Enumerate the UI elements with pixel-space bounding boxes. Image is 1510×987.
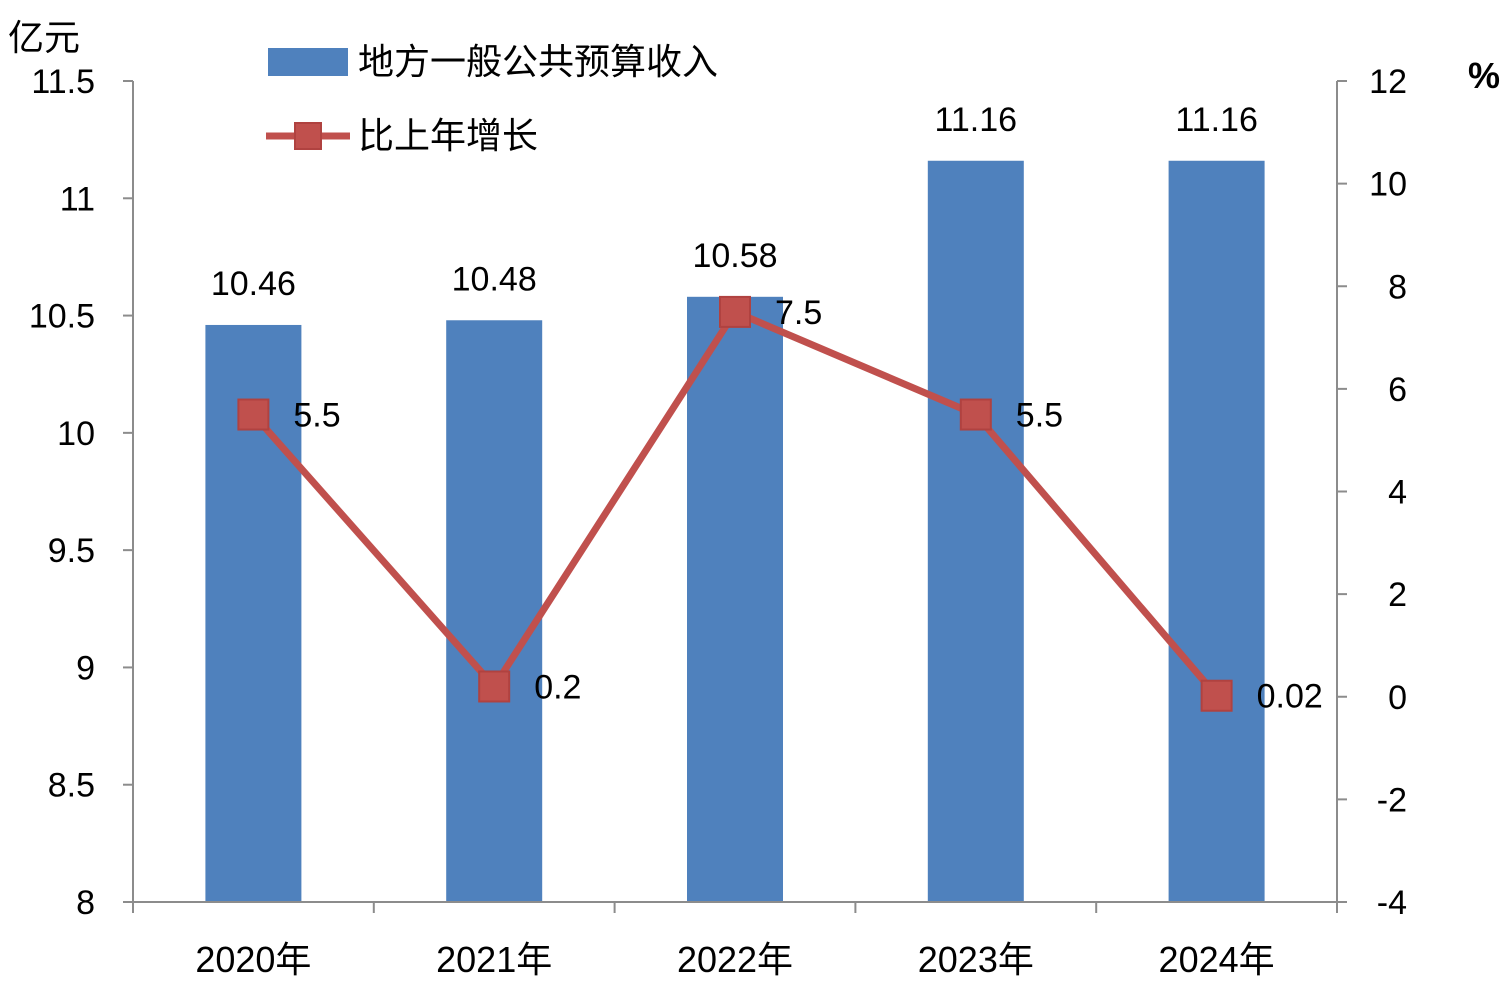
x-tick-label: 2021年 xyxy=(436,939,552,980)
growth-value-label: 5.5 xyxy=(293,397,340,435)
bar-value-label: 10.58 xyxy=(692,237,777,275)
bar-value-label: 11.16 xyxy=(1175,101,1258,139)
growth-marker xyxy=(237,398,270,431)
line-series xyxy=(237,295,1233,712)
right-tick-label: 8 xyxy=(1388,268,1407,306)
right-axis-unit: % xyxy=(1468,55,1500,96)
growth-value-label: 5.5 xyxy=(1016,397,1063,435)
bar-2024年 xyxy=(1168,160,1265,903)
growth-marker xyxy=(719,295,751,328)
left-tick-label: 11 xyxy=(60,180,95,218)
right-tick-label: 4 xyxy=(1388,474,1407,512)
left-tick-label: 8 xyxy=(76,884,95,922)
bar-value-label: 11.16 xyxy=(935,101,1018,139)
left-tick-label: 8.5 xyxy=(48,767,95,805)
bar-series xyxy=(205,160,1265,903)
growth-marker xyxy=(959,398,992,431)
right-tick-label: -4 xyxy=(1377,884,1407,922)
x-tick-label: 2022年 xyxy=(677,939,793,980)
axes: 8 8.5 9 9.5 10 10.5 11 11.5 -4 -2 0 2 4 6 8 10 12 2020年 20… xyxy=(29,63,1407,980)
right-tick-label: 12 xyxy=(1369,63,1407,101)
x-tick-label: 2020年 xyxy=(195,939,311,980)
bar-2023年 xyxy=(927,160,1024,903)
legend-line-marker xyxy=(294,122,322,150)
growth-value-label: 0.2 xyxy=(534,668,581,706)
bar-2021年 xyxy=(446,320,543,903)
left-tick-label: 10.5 xyxy=(29,298,95,336)
left-tick-label: 11.5 xyxy=(31,63,95,101)
bar-value-label: 10.46 xyxy=(211,265,296,303)
right-tick-label: 6 xyxy=(1388,371,1407,409)
growth-marker xyxy=(478,670,511,703)
x-tick-label: 2024年 xyxy=(1159,939,1275,980)
bar-value-label: 10.48 xyxy=(452,260,537,298)
left-tick-label: 10 xyxy=(57,415,95,453)
left-axis-unit: 亿元 xyxy=(8,17,80,58)
left-tick-label: 9 xyxy=(76,649,95,687)
legend-bar-label: 地方一般公共预算收入 xyxy=(358,41,718,82)
bar-2022年 xyxy=(687,296,783,902)
legend: 地方一般公共预算收入 比上年增长 xyxy=(266,41,718,156)
right-tick-label: 0 xyxy=(1388,679,1407,717)
data-labels: 10.46 10.48 10.58 11.16 11.16 5.5 0.2 7.5 5.5 0.0… xyxy=(211,101,1323,716)
x-tick-label: 2023年 xyxy=(918,939,1034,980)
right-tick-label: -2 xyxy=(1377,781,1407,819)
right-tick-label: 2 xyxy=(1388,576,1407,614)
right-tick-label: 10 xyxy=(1369,166,1407,204)
legend-line-label: 比上年增长 xyxy=(358,115,538,156)
growth-marker xyxy=(1200,679,1233,712)
legend-bar-swatch xyxy=(268,48,348,76)
growth-value-label: 7.5 xyxy=(775,294,822,332)
growth-value-label: 0.02 xyxy=(1257,678,1323,716)
left-tick-label: 9.5 xyxy=(48,532,95,570)
